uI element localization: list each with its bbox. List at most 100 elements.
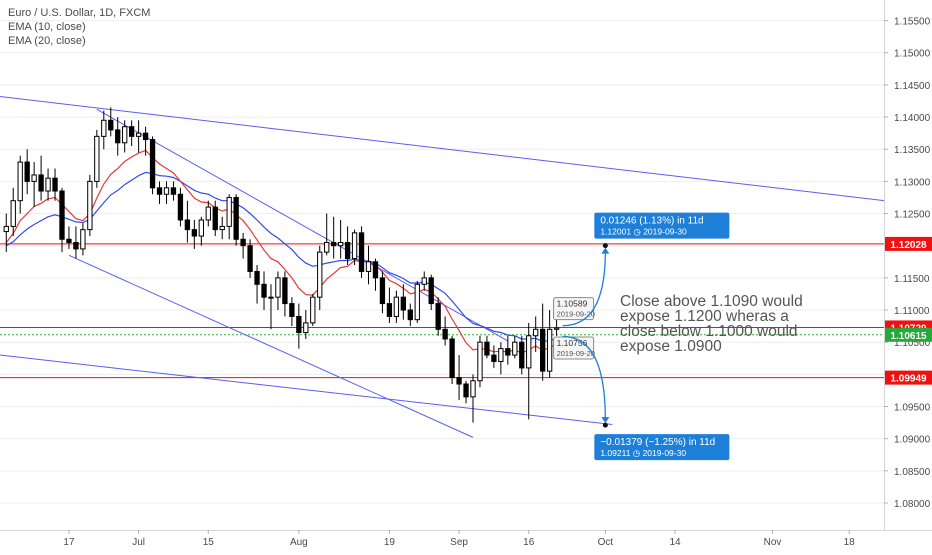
trendline[interactable]: [0, 95, 885, 202]
candle-down[interactable]: [428, 277, 434, 305]
candle-down[interactable]: [177, 193, 184, 221]
candle-up[interactable]: [512, 341, 518, 356]
candle-up[interactable]: [205, 206, 211, 221]
candle-up[interactable]: [498, 348, 504, 362]
candle-up[interactable]: [393, 296, 400, 317]
candle-up[interactable]: [310, 296, 316, 324]
candle-up[interactable]: [94, 135, 100, 182]
candle-down[interactable]: [442, 328, 448, 340]
candle-down[interactable]: [261, 283, 267, 298]
candle-down[interactable]: [59, 190, 65, 240]
candle-up[interactable]: [87, 180, 93, 231]
candle-up[interactable]: [101, 119, 107, 137]
annotation-line[interactable]: close below 1.1000 would: [620, 323, 798, 340]
projection-callout[interactable]: [594, 434, 730, 461]
horizontal-lines[interactable]: [0, 243, 884, 379]
candle-down[interactable]: [108, 119, 114, 131]
candle-down[interactable]: [233, 196, 239, 240]
candle-down[interactable]: [115, 129, 121, 144]
candle-down[interactable]: [212, 206, 218, 231]
symbol-title[interactable]: Euro / U.S. Dollar, 1D, FXCM: [8, 7, 151, 19]
candle-down[interactable]: [240, 238, 246, 247]
candle-down[interactable]: [344, 241, 351, 260]
candle-up[interactable]: [268, 296, 274, 299]
candle-up[interactable]: [365, 261, 372, 272]
candle-up[interactable]: [351, 232, 358, 260]
candle-up[interactable]: [533, 328, 539, 337]
candle-up[interactable]: [163, 187, 170, 195]
candle-up[interactable]: [303, 322, 309, 334]
candle-down[interactable]: [407, 309, 413, 321]
candle-up[interactable]: [421, 277, 427, 285]
candle-up[interactable]: [526, 335, 532, 369]
annotation-line[interactable]: expose 1.1200 wheras a: [620, 308, 789, 325]
candle-down[interactable]: [254, 270, 260, 285]
candle-down[interactable]: [519, 341, 525, 369]
trendlines[interactable]: [0, 95, 885, 438]
annotation-line[interactable]: expose 1.0900: [620, 338, 722, 355]
candle-down[interactable]: [331, 241, 337, 247]
candle-up[interactable]: [324, 241, 330, 253]
candle-up[interactable]: [317, 251, 323, 298]
candle-up[interactable]: [546, 328, 553, 372]
candle-down[interactable]: [247, 245, 253, 272]
candle-up[interactable]: [337, 241, 344, 247]
candle-down[interactable]: [142, 132, 149, 141]
ema10-legend[interactable]: EMA (10, close): [8, 21, 86, 33]
candle-down[interactable]: [129, 126, 135, 137]
candle-down[interactable]: [170, 187, 177, 195]
candle-down[interactable]: [505, 348, 511, 356]
candle-down[interactable]: [282, 277, 288, 305]
candle-up[interactable]: [3, 225, 9, 233]
ema20-legend[interactable]: EMA (20, close): [8, 35, 86, 47]
candle-down[interactable]: [38, 174, 44, 192]
candle-up[interactable]: [553, 327, 560, 330]
candle-down[interactable]: [52, 177, 58, 192]
candle-down[interactable]: [456, 377, 462, 385]
candle-down[interactable]: [184, 219, 191, 231]
projection-arrow[interactable]: [562, 251, 607, 327]
candle-down[interactable]: [191, 229, 198, 237]
candle-down[interactable]: [149, 139, 156, 189]
projection-arrows[interactable]: 1.105892019-09-201.107562019-09-200.0124…: [553, 212, 730, 461]
candle-up[interactable]: [122, 126, 128, 144]
candle-up[interactable]: [45, 177, 51, 192]
candle-up[interactable]: [219, 225, 225, 231]
candle-up[interactable]: [135, 132, 142, 137]
candle-down[interactable]: [372, 261, 379, 279]
projection-callout[interactable]: [594, 212, 730, 239]
projection-arrow[interactable]: [562, 335, 607, 420]
candle-down[interactable]: [400, 296, 406, 311]
candle-up[interactable]: [31, 174, 37, 182]
trendline[interactable]: [96, 108, 509, 342]
candle-down[interactable]: [156, 187, 163, 195]
candle-down[interactable]: [449, 338, 455, 379]
candle-down[interactable]: [379, 277, 386, 305]
candle-down[interactable]: [386, 303, 393, 317]
candle-down[interactable]: [484, 341, 490, 356]
candle-up[interactable]: [17, 161, 23, 202]
candle-down[interactable]: [463, 383, 469, 398]
candle-down[interactable]: [435, 303, 441, 330]
candle-down[interactable]: [296, 315, 302, 334]
candle-down[interactable]: [358, 232, 365, 272]
candle-up[interactable]: [226, 196, 232, 227]
candle-up[interactable]: [80, 229, 86, 250]
time-axis[interactable]: 17 Jul 15 Aug 19 Sep 16 Oct 14 Nov 18: [63, 530, 855, 548]
candle-down[interactable]: [66, 238, 72, 243]
candle-down[interactable]: [540, 328, 546, 372]
candle-down[interactable]: [289, 303, 295, 317]
annotation-line[interactable]: Close above 1.1090 would: [620, 293, 803, 310]
candle-up[interactable]: [10, 200, 16, 227]
candle-up[interactable]: [275, 277, 281, 298]
candle-down[interactable]: [24, 161, 30, 182]
trendline[interactable]: [0, 354, 613, 426]
candle-up[interactable]: [470, 380, 476, 398]
candle-up[interactable]: [477, 341, 483, 382]
candlesticks[interactable]: [3, 107, 560, 423]
candle-up[interactable]: [414, 283, 420, 321]
trendline[interactable]: [68, 254, 474, 438]
